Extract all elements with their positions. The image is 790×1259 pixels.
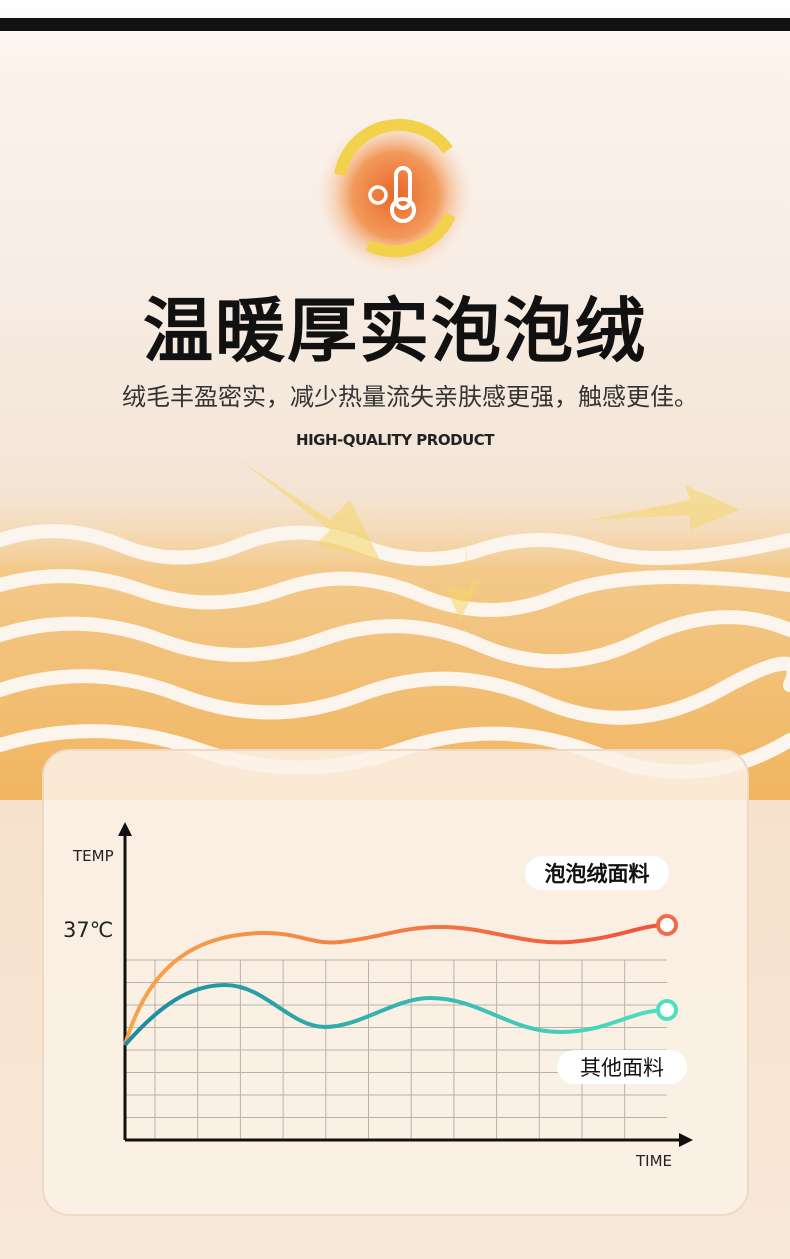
label-bubble — [525, 856, 669, 890]
heat-arrows — [240, 460, 740, 620]
y-axis-label: TEMP — [72, 847, 114, 865]
curve-plush — [123, 923, 668, 1046]
icon-thermometer — [394, 166, 412, 210]
x-axis-arrow — [679, 1133, 693, 1147]
reference-label: 37℃ — [63, 918, 113, 942]
icon-arrow — [334, 118, 453, 177]
grid — [125, 959, 667, 1140]
curve-end-dot — [656, 999, 678, 1021]
title: 温暖厚实泡泡绒 — [143, 290, 647, 372]
y-axis-arrow — [118, 822, 132, 836]
curve-label: 泡泡绒面料 — [545, 862, 650, 886]
curve-label: 其他面料 — [580, 1056, 664, 1080]
curve-end-dot — [656, 914, 678, 936]
label-bubble — [557, 1050, 687, 1084]
tagline: HIGH-QUALITY PRODUCT — [296, 431, 494, 449]
x-axis-label: TIME — [635, 1152, 672, 1170]
icon-arrow — [365, 212, 456, 258]
top-bar — [0, 18, 790, 31]
subtitle: 绒毛丰盈密实，减少热量流失亲肤感更强，触感更佳。 — [122, 383, 698, 411]
curve-other — [123, 982, 668, 1047]
icon-thermometer — [390, 197, 416, 223]
icon-sun — [368, 185, 388, 205]
